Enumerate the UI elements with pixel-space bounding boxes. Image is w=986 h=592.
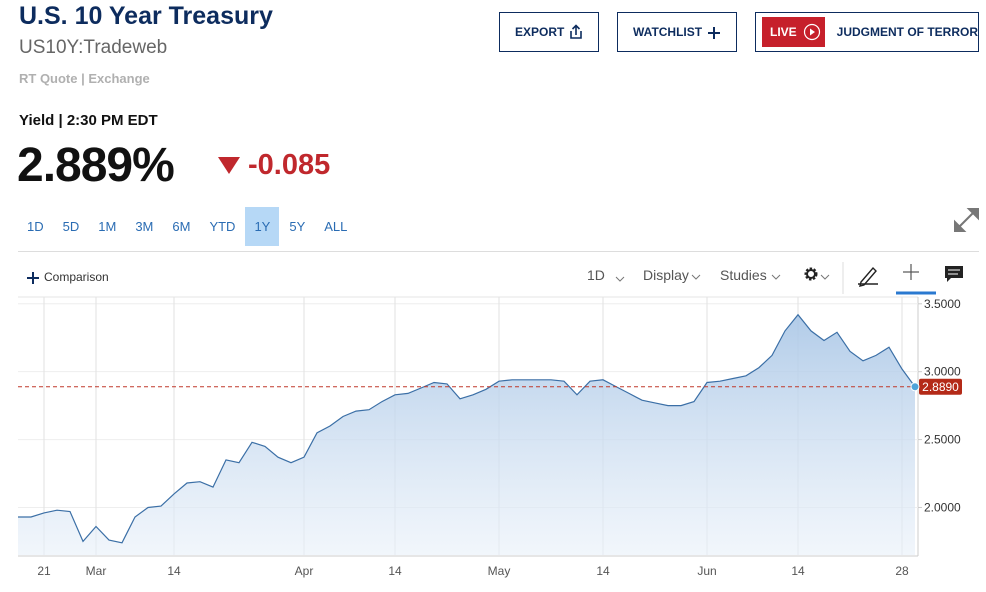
live-button[interactable]: LIVE JUDGMENT OF TERROR	[755, 12, 979, 52]
x-tick-label: Mar	[86, 564, 107, 578]
watchlist-button[interactable]: WATCHLIST	[617, 12, 737, 52]
x-tick-label: 14	[791, 564, 805, 578]
gear-icon	[804, 267, 818, 281]
down-arrow	[218, 157, 240, 174]
export-icon	[570, 24, 582, 39]
range-button[interactable]: 1M	[98, 219, 117, 234]
live-label: LIVE	[770, 25, 797, 39]
area	[18, 314, 915, 555]
reference-label-box	[919, 378, 962, 395]
comparison-plus	[27, 272, 39, 284]
range-button[interactable]: 5Y	[289, 219, 306, 234]
interval-menu[interactable]: 1D	[587, 267, 605, 283]
x-tick-label: Apr	[295, 564, 314, 578]
x-tick-label: 14	[596, 564, 610, 578]
x-tick-label: Jun	[697, 564, 716, 578]
y-tick-label: 3.5000	[924, 297, 961, 311]
y-tick-label: 3.0000	[924, 365, 961, 379]
export-button[interactable]: EXPORT	[499, 12, 599, 52]
range-button[interactable]: 5D	[62, 219, 80, 234]
comment-icon[interactable]	[945, 266, 963, 282]
line	[18, 313, 916, 544]
x-tick-label: 21	[37, 564, 51, 578]
y-tick-label: 2.5000	[924, 433, 961, 447]
range-button[interactable]: 1Y	[245, 207, 280, 246]
last-point	[910, 382, 920, 392]
range-button[interactable]: 6M	[172, 219, 191, 234]
x-tick-label: 28	[895, 564, 909, 578]
title: U.S. 10 Year Treasury	[19, 2, 273, 30]
quote-label: Yield | 2:30 PM EDT	[19, 112, 158, 129]
plus-icon	[708, 27, 720, 39]
chevrons	[615, 274, 830, 282]
x-tick-label: 14	[167, 564, 181, 578]
range-button[interactable]: 1D	[27, 219, 44, 234]
live-badge: LIVE	[762, 17, 825, 47]
play-icon	[803, 23, 820, 41]
range-button[interactable]: YTD	[209, 219, 236, 234]
reference-label: 2.8890	[922, 380, 959, 394]
x-tick-label: May	[488, 564, 511, 578]
price: 2.889%	[17, 139, 175, 192]
y-tick-label: 2.0000	[924, 500, 961, 514]
change: -0.085	[248, 149, 331, 181]
program-label: JUDGMENT OF TERROR	[836, 25, 978, 39]
comparison-button[interactable]: Comparison	[44, 270, 109, 284]
range-button[interactable]: ALL	[324, 219, 348, 234]
x-tick-label: 14	[388, 564, 402, 578]
separator	[18, 251, 979, 252]
export-label: EXPORT	[515, 25, 565, 39]
expand-icon	[954, 208, 979, 232]
watchlist-label: WATCHLIST	[633, 25, 703, 39]
studies-menu[interactable]: Studies	[720, 267, 767, 283]
source: RT Quote | Exchange	[19, 71, 150, 86]
range-selector: 1D 5D 1M 3M 6M YTD 1Y 5Y ALL	[18, 207, 357, 246]
pencil-icon[interactable]	[858, 266, 878, 287]
symbol: US10Y:Tradeweb	[19, 37, 168, 58]
display-menu[interactable]: Display	[643, 267, 689, 283]
crosshair-icon[interactable]	[903, 264, 919, 280]
range-button[interactable]: 3M	[135, 219, 154, 234]
